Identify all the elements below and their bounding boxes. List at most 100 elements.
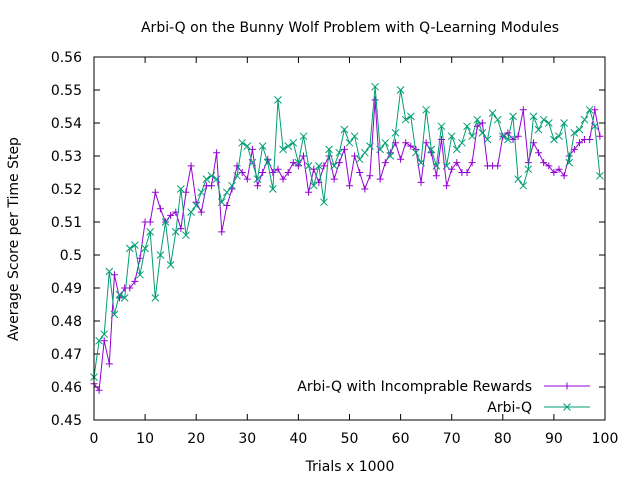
data-point xyxy=(468,159,476,167)
x-tick-label: 80 xyxy=(494,431,512,447)
data-point xyxy=(197,208,205,216)
data-point xyxy=(151,294,160,302)
data-point xyxy=(197,188,206,197)
data-point xyxy=(590,122,599,131)
data-point xyxy=(596,171,604,180)
plot-frame xyxy=(93,56,606,421)
data-point xyxy=(504,135,512,144)
data-point xyxy=(397,155,405,163)
data-point xyxy=(458,138,466,147)
data-point xyxy=(208,182,216,190)
y-tick-label: 0.56 xyxy=(51,50,82,66)
data-point xyxy=(253,175,262,183)
y-tick-label: 0.51 xyxy=(51,215,82,231)
data-point xyxy=(361,185,369,193)
data-point xyxy=(514,175,522,183)
data-point xyxy=(498,132,507,141)
data-point xyxy=(110,310,119,319)
data-point xyxy=(412,148,420,157)
x-tick-label: 50 xyxy=(341,431,359,447)
data-point xyxy=(218,228,226,236)
data-point xyxy=(524,165,533,174)
data-point xyxy=(356,169,364,176)
data-point xyxy=(401,115,410,124)
data-point xyxy=(493,115,502,124)
data-point xyxy=(432,172,440,180)
data-point xyxy=(294,158,303,167)
legend-label-arbi-q: Arbi-Q xyxy=(487,400,532,416)
data-point xyxy=(570,129,579,137)
data-point xyxy=(131,277,139,285)
data-point xyxy=(243,175,251,183)
data-point xyxy=(202,175,211,183)
data-point xyxy=(284,169,292,176)
data-point xyxy=(586,136,594,143)
data-point xyxy=(381,159,389,167)
data-point xyxy=(437,122,446,131)
data-point xyxy=(422,105,431,114)
data-point xyxy=(402,139,410,147)
data-point xyxy=(550,169,558,176)
data-point xyxy=(151,188,159,196)
data-point xyxy=(575,125,584,134)
data-point xyxy=(346,182,353,190)
data-point xyxy=(519,181,528,190)
data-point xyxy=(105,360,113,368)
data-point xyxy=(452,145,461,154)
data-point xyxy=(575,139,583,147)
data-point xyxy=(350,132,359,141)
data-point xyxy=(274,96,282,104)
y-tick-label: 0.49 xyxy=(51,281,82,297)
series-incomprable-rewards xyxy=(90,96,604,394)
data-point xyxy=(325,145,333,154)
data-point xyxy=(335,148,344,157)
data-point xyxy=(535,149,543,157)
data-point xyxy=(268,185,277,193)
data-point xyxy=(320,198,328,207)
data-point xyxy=(299,132,308,141)
data-point xyxy=(300,152,308,160)
data-point xyxy=(269,169,277,176)
y-tick-label: 0.55 xyxy=(51,83,82,99)
data-point xyxy=(488,109,497,117)
data-point xyxy=(519,106,527,114)
data-point xyxy=(565,158,574,167)
data-point xyxy=(100,330,109,339)
data-point xyxy=(550,135,558,144)
x-tick-label: 30 xyxy=(238,431,256,447)
data-point xyxy=(182,231,190,240)
data-point xyxy=(177,185,185,193)
data-point xyxy=(591,106,599,114)
data-point xyxy=(494,162,502,170)
data-point xyxy=(534,125,543,134)
x-tick-label: 70 xyxy=(443,431,461,447)
data-point xyxy=(417,178,425,186)
data-point xyxy=(381,138,390,147)
data-point xyxy=(570,145,578,153)
x-tick-label: 90 xyxy=(545,431,563,447)
data-point xyxy=(115,290,124,299)
chart-title: Arbi-Q on the Bunny Wolf Problem with Q-… xyxy=(141,20,559,36)
data-point xyxy=(509,112,517,121)
data-point xyxy=(259,169,267,176)
data-point xyxy=(371,96,379,104)
legend-samples xyxy=(544,382,590,411)
y-tick-label: 0.46 xyxy=(51,380,82,396)
x-tick-label: 0 xyxy=(90,431,99,447)
data-point xyxy=(95,386,103,394)
series-line xyxy=(93,86,601,378)
legend: Arbi-Q with Incomprable Rewards Arbi-Q xyxy=(297,379,590,416)
data-point xyxy=(187,162,195,170)
data-point xyxy=(417,158,425,167)
data-point xyxy=(340,125,349,134)
x-tick-label: 20 xyxy=(187,431,205,447)
data-point xyxy=(131,241,139,249)
x-tick-label: 40 xyxy=(289,431,307,447)
data-point xyxy=(146,228,155,236)
data-point xyxy=(453,159,461,167)
data-point xyxy=(320,162,328,170)
data-point xyxy=(539,115,548,124)
data-point xyxy=(136,270,144,279)
data-point xyxy=(274,165,282,173)
data-point xyxy=(146,218,154,226)
